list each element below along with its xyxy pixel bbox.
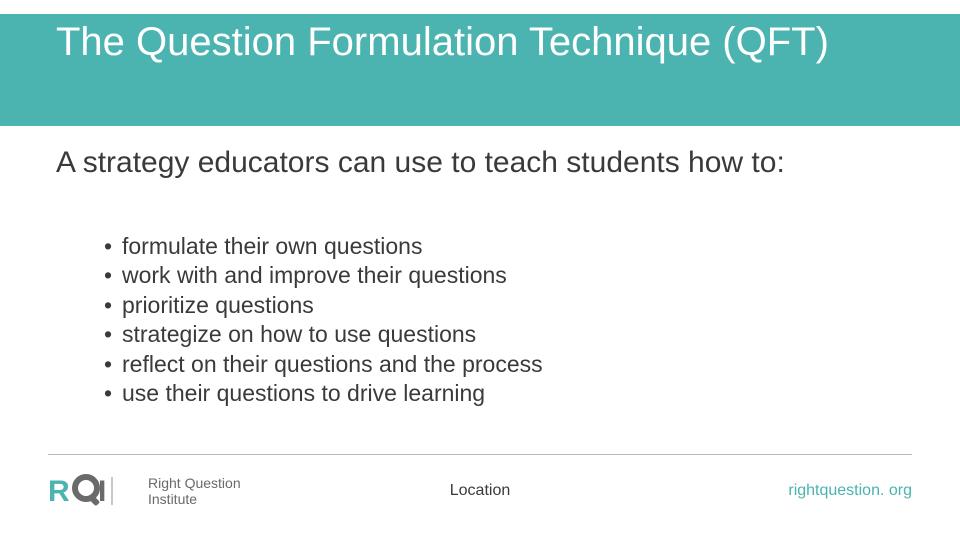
footer-center-text: Location (48, 482, 912, 500)
slide-subtitle: A strategy educators can use to teach st… (56, 146, 916, 179)
list-item: strategize on how to use questions (104, 320, 543, 349)
list-item: use their questions to drive learning (104, 379, 543, 408)
list-item: formulate their own questions (104, 232, 543, 261)
footer: R I Right Question Institute Location ri… (48, 470, 912, 518)
slide: The Question Formulation Technique (QFT)… (0, 0, 960, 540)
footer-link: rightquestion. org (788, 482, 912, 500)
list-item: work with and improve their questions (104, 261, 543, 290)
bullet-list: formulate their own questions work with … (104, 232, 543, 409)
title-band: The Question Formulation Technique (QFT) (0, 14, 960, 126)
list-item: reflect on their questions and the proce… (104, 350, 543, 379)
slide-title: The Question Formulation Technique (QFT) (56, 20, 960, 64)
footer-divider (48, 454, 912, 455)
list-item: prioritize questions (104, 291, 543, 320)
